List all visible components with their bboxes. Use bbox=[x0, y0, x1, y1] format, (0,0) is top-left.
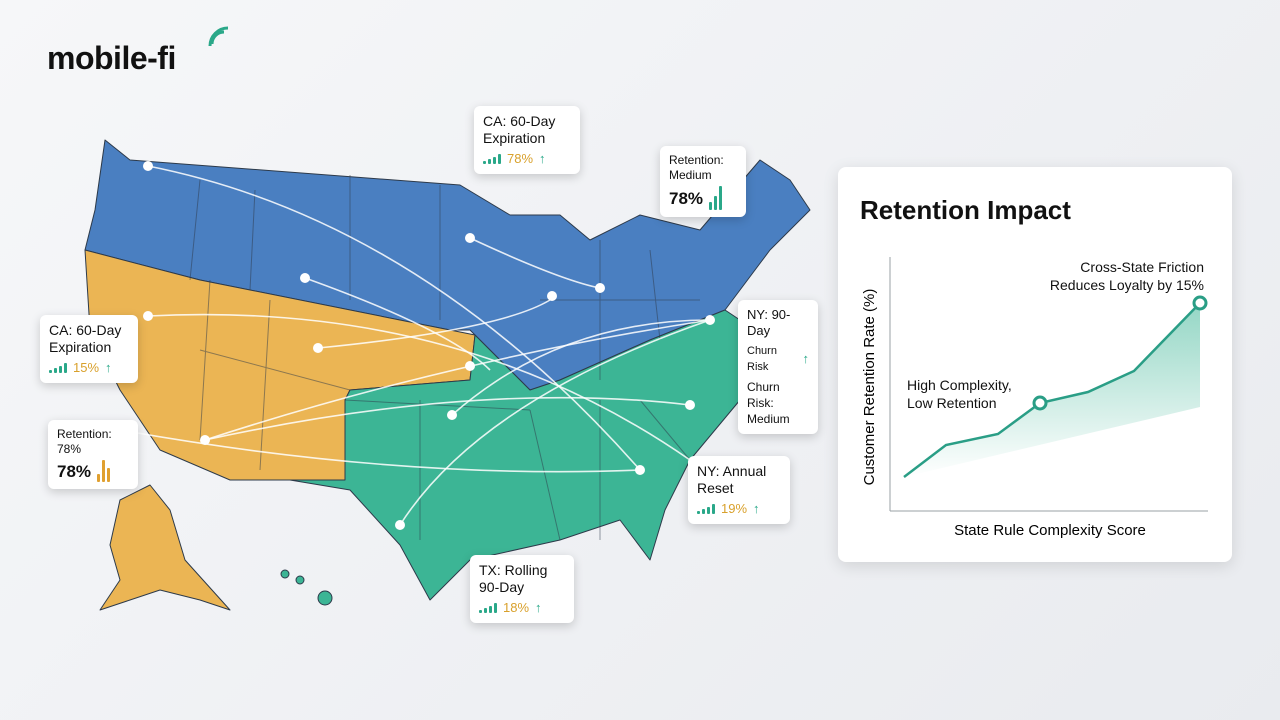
marker bbox=[1192, 295, 1208, 311]
hawaii bbox=[280, 569, 333, 606]
callout-card: CA: 60-Day Expiration 15% ↑ bbox=[40, 315, 138, 383]
chart-panel: Retention Impact Customer Retention Rate… bbox=[838, 167, 1232, 562]
connection-arcs bbox=[119, 165, 711, 526]
callout-value: 78% bbox=[57, 461, 92, 481]
callout-title: Retention: Medium bbox=[669, 153, 724, 182]
callout-value: 78% bbox=[507, 151, 534, 166]
map bbox=[84, 139, 811, 611]
callout-title: TX: Rolling 90-Day bbox=[479, 562, 548, 595]
callout-card: NY: Annual Reset 19% ↑ bbox=[688, 456, 790, 524]
x-axis-label: State Rule Complexity Score bbox=[954, 522, 1146, 539]
callout-value: 15% bbox=[73, 360, 100, 375]
callout-title: CA: 60-Day Expiration bbox=[49, 322, 122, 355]
callout-card: NY: 90-Day Churn Risk ↑ Churn Risk: Mediu… bbox=[738, 300, 818, 434]
callout-detail: Churn Risk: Medium bbox=[747, 380, 790, 426]
y-axis-label: Customer Retention Rate (%) bbox=[861, 289, 878, 486]
callout-card: TX: Rolling 90-Day 18% ↑ bbox=[470, 555, 574, 623]
logo: mobile-fi bbox=[47, 40, 176, 76]
callout-value: 18% bbox=[503, 600, 530, 615]
callout-card: Retention: Medium 78% bbox=[660, 146, 746, 217]
callout-title: CA: 60-Day Expiration bbox=[483, 113, 556, 146]
callout-title: NY: 90-Day bbox=[747, 307, 791, 338]
city-dots bbox=[143, 161, 715, 530]
state-lines bbox=[189, 175, 700, 541]
alaska bbox=[99, 484, 231, 611]
wifi-icon bbox=[208, 26, 229, 47]
annotation: High Complexity, Low Retention bbox=[907, 377, 1012, 411]
callout-value: 78% bbox=[669, 188, 704, 208]
callout-title: NY: Annual Reset bbox=[697, 463, 767, 496]
callout-card: Retention: 78% 78% bbox=[48, 420, 138, 489]
callout-card: CA: 60-Day Expiration 78% ↑ bbox=[474, 106, 580, 174]
annotation: Cross-State Friction Reduces Loyalty by … bbox=[1049, 259, 1204, 293]
area-fill bbox=[904, 303, 1200, 477]
callout-line: Churn Risk bbox=[747, 345, 777, 373]
callout-value: 19% bbox=[721, 501, 748, 516]
chart-title: Retention Impact bbox=[860, 195, 1071, 225]
marker bbox=[1032, 395, 1048, 411]
chart-plot: Customer Retention Rate (%) State Rule C… bbox=[861, 257, 1208, 539]
callout-title: Retention: 78% bbox=[57, 427, 112, 456]
